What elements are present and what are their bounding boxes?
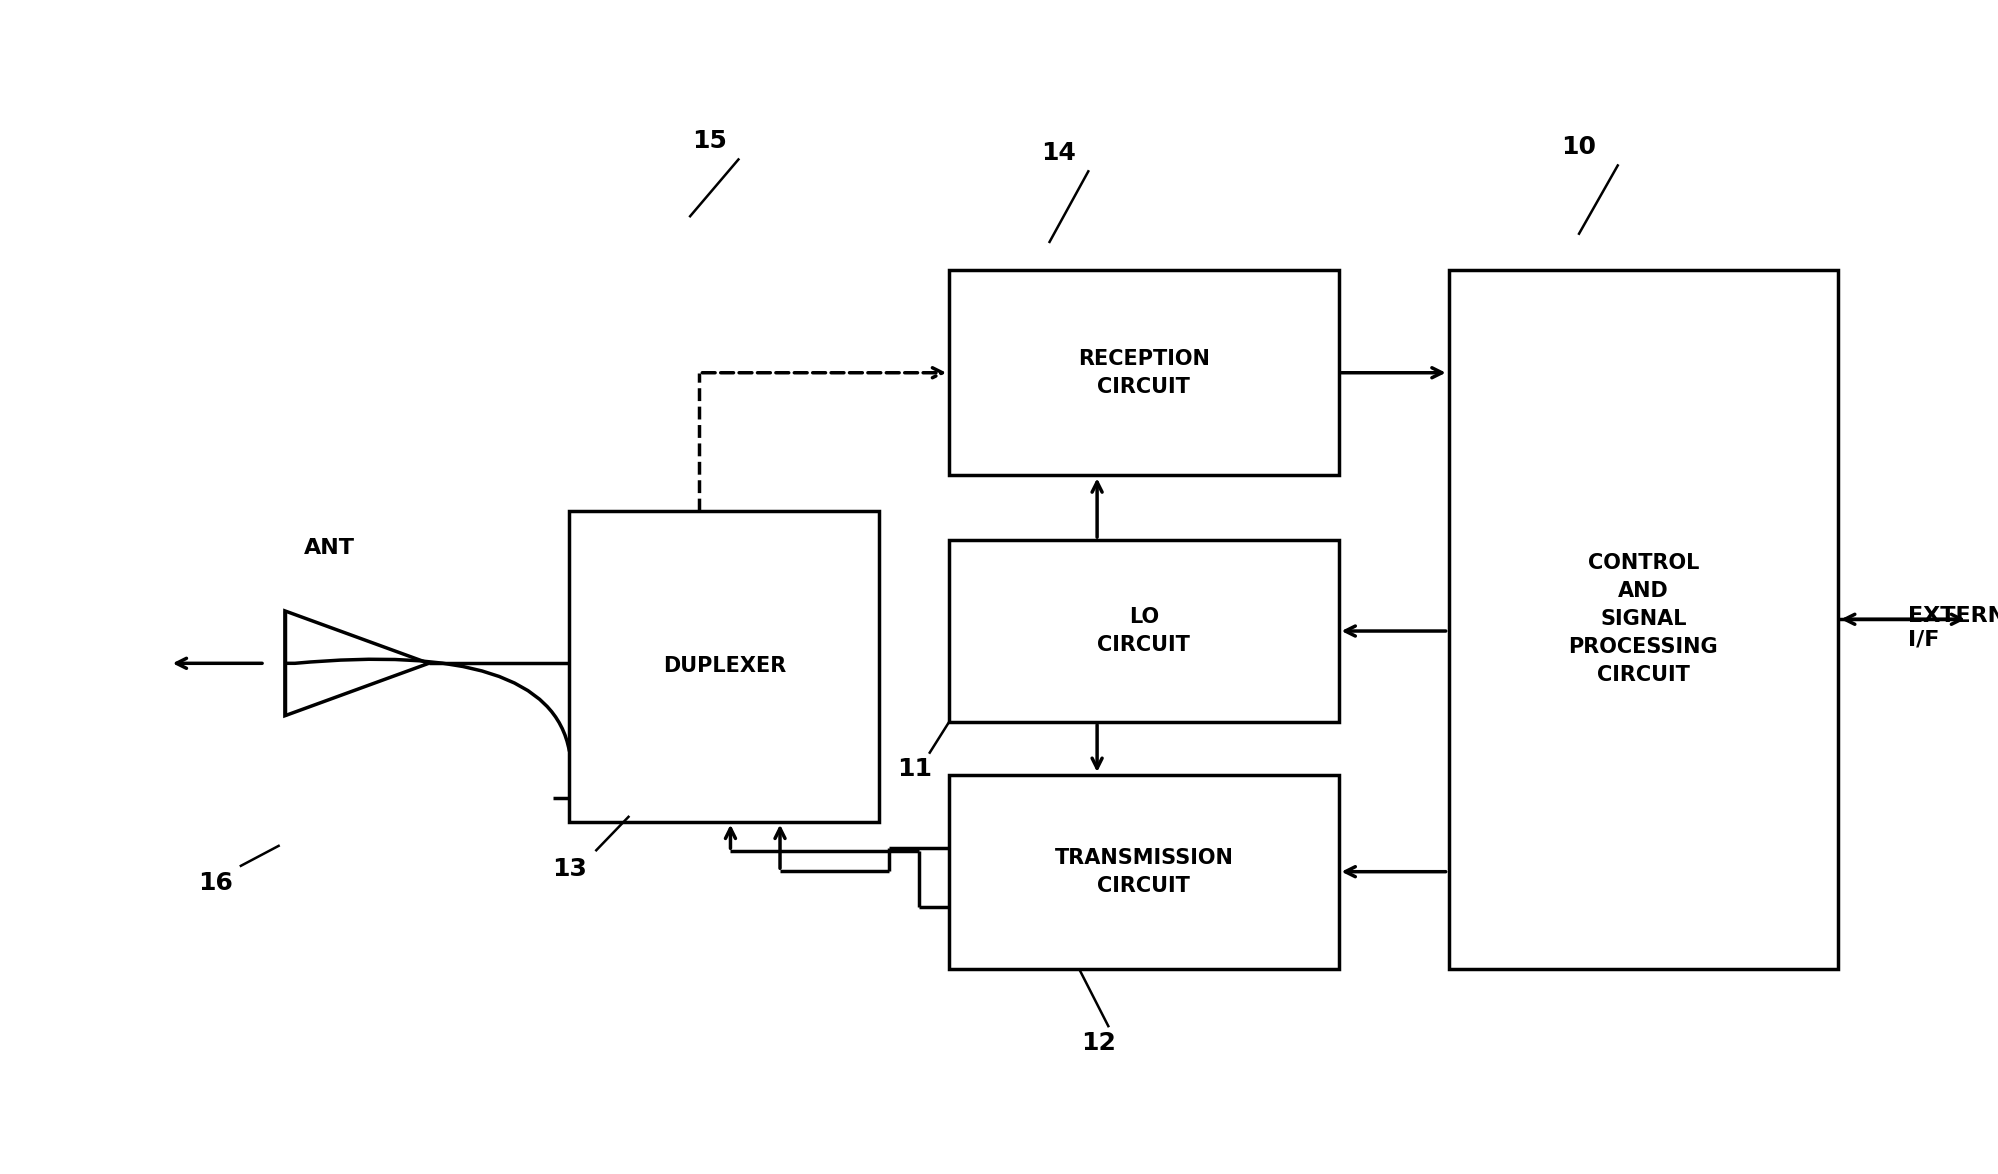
Bar: [949, 270, 1339, 475]
Text: 16: 16: [198, 871, 234, 895]
Text: CONTROL
AND
SIGNAL
PROCESSING
CIRCUIT: CONTROL AND SIGNAL PROCESSING CIRCUIT: [1568, 553, 1718, 686]
Text: 13: 13: [551, 857, 587, 880]
Text: 10: 10: [1560, 135, 1596, 158]
Bar: [949, 540, 1339, 722]
Bar: [569, 511, 879, 822]
Bar: [1449, 270, 1838, 969]
Text: 14: 14: [1041, 141, 1077, 164]
Text: LO
CIRCUIT: LO CIRCUIT: [1097, 607, 1191, 655]
Bar: [949, 775, 1339, 969]
Text: TRANSMISSION
CIRCUIT: TRANSMISSION CIRCUIT: [1055, 848, 1233, 896]
Text: DUPLEXER: DUPLEXER: [663, 656, 785, 676]
Text: 11: 11: [897, 757, 933, 781]
Text: ANT: ANT: [304, 538, 356, 558]
Text: 15: 15: [691, 129, 727, 153]
Text: RECEPTION
CIRCUIT: RECEPTION CIRCUIT: [1077, 349, 1211, 397]
Text: EXTERNAL
I/F: EXTERNAL I/F: [1908, 607, 1998, 649]
Text: 12: 12: [1081, 1031, 1117, 1054]
